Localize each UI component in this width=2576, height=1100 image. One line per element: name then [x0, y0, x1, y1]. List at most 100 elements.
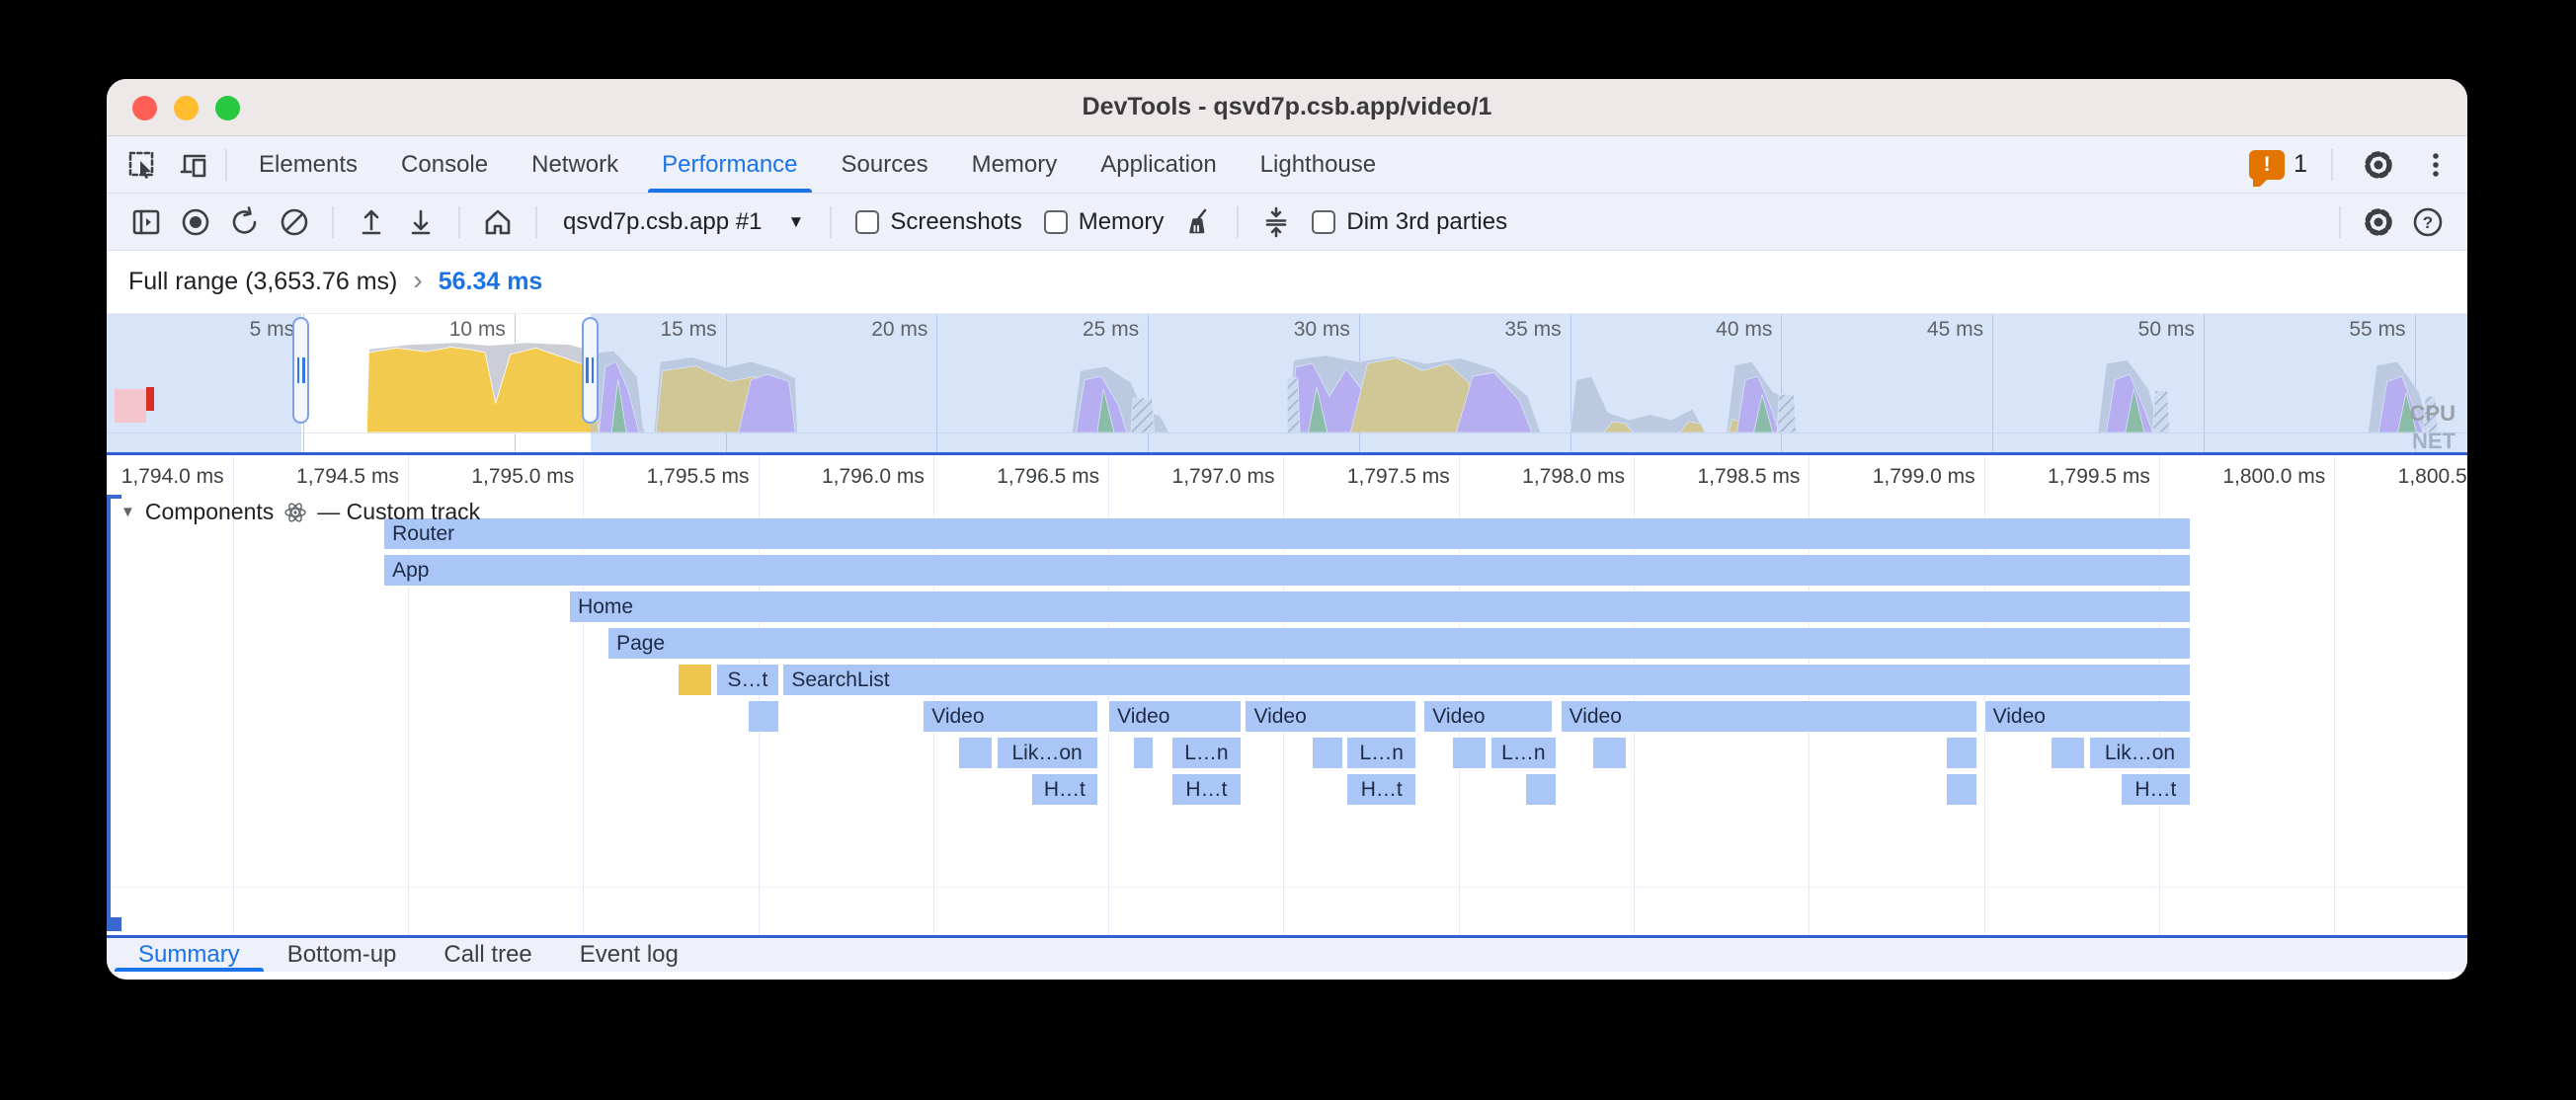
close-button[interactable] — [132, 96, 157, 120]
flame-bar[interactable] — [677, 664, 713, 696]
toggle-sidebar-icon[interactable] — [124, 200, 168, 244]
download-profile-icon[interactable] — [399, 200, 443, 244]
flame-bar-app[interactable]: App — [383, 554, 2191, 587]
separator — [2339, 205, 2341, 238]
bottom-tab-call-tree[interactable]: Call tree — [443, 941, 532, 968]
inspect-element-icon[interactable] — [121, 143, 164, 187]
selection-handle-right[interactable] — [581, 317, 599, 424]
separator — [830, 205, 833, 238]
overview-gridline — [2203, 314, 2205, 452]
flame-chart: Router App Home Page S…t SearchList Video Video… — [107, 517, 2467, 935]
flame-bar-h-t[interactable]: H…t — [2120, 773, 2191, 806]
flame-bar-video[interactable]: Video — [1245, 700, 1417, 733]
flame-bar[interactable] — [1591, 737, 1627, 769]
overview-gridline — [936, 314, 938, 452]
overview-gridline — [1781, 314, 1783, 452]
clear-icon[interactable] — [273, 200, 316, 244]
track-name: Components — [144, 499, 275, 524]
minimize-button[interactable] — [174, 96, 199, 120]
tab-application[interactable]: Application — [1100, 150, 1217, 178]
overview-gridline — [1570, 314, 1571, 452]
flame-bar[interactable] — [1525, 773, 1558, 806]
detail-tick-label: 1,799.5 ms — [2048, 465, 2150, 488]
disclosure-triangle-icon[interactable]: ▼ — [121, 504, 135, 520]
flame-bar-h-t[interactable]: H…t — [1170, 773, 1242, 806]
flame-bar-h-t[interactable]: H…t — [1031, 773, 1098, 806]
tab-sources[interactable]: Sources — [841, 150, 928, 178]
zoom-button[interactable] — [215, 96, 240, 120]
breadcrumb-marker — [115, 389, 146, 423]
help-icon[interactable]: ? — [2406, 200, 2450, 244]
tab-lighthouse[interactable]: Lighthouse — [1259, 150, 1377, 178]
overview-tick-label: 45 ms — [1926, 318, 1984, 341]
tab-console[interactable]: Console — [401, 150, 489, 178]
settings-gear-icon[interactable] — [2357, 143, 2400, 187]
tab-performance[interactable]: Performance — [640, 136, 819, 193]
net-track: NET — [107, 429, 2467, 452]
overview-tick-label: 10 ms — [448, 318, 506, 341]
tab-network[interactable]: Network — [531, 150, 619, 178]
reload-record-icon[interactable] — [223, 200, 267, 244]
flame-bar-video[interactable]: Video — [923, 700, 1098, 733]
flame-bar-lik-on[interactable]: Lik…on — [2089, 737, 2191, 769]
device-toolbar-icon[interactable] — [172, 143, 215, 187]
overview-tick-label: 15 ms — [660, 318, 717, 341]
home-icon[interactable] — [476, 200, 520, 244]
flame-bar-h-t[interactable]: H…t — [1346, 773, 1417, 806]
bottom-tab-event-log[interactable]: Event log — [579, 941, 679, 968]
kebab-menu-icon[interactable] — [2414, 143, 2457, 187]
flame-chart-panel[interactable]: ▼ Components — Custom track Router App Hom… — [107, 455, 2467, 935]
flame-bar[interactable] — [1945, 737, 1977, 769]
flame-bar-l-n[interactable]: L…n — [1346, 737, 1417, 769]
traffic-lights — [132, 96, 240, 120]
garbage-collect-brush-icon[interactable] — [1177, 200, 1221, 244]
flame-bar-video[interactable]: Video — [1983, 700, 2191, 733]
flame-bar-s-t[interactable]: S…t — [716, 664, 779, 696]
flame-bar-lik-on[interactable]: Lik…on — [996, 737, 1098, 769]
capture-settings-gear-icon[interactable] — [2357, 200, 2400, 244]
issues-button[interactable]: ! 1 — [2249, 149, 2307, 187]
bottom-tab-bottom-up[interactable]: Bottom-up — [286, 941, 397, 968]
flame-bar-l-n[interactable]: L…n — [1170, 737, 1242, 769]
flame-bar-video[interactable]: Video — [1560, 700, 1977, 733]
memory-checkbox[interactable]: Memory — [1036, 208, 1172, 236]
issues-count: 1 — [2294, 150, 2307, 178]
upload-profile-icon[interactable] — [350, 200, 393, 244]
flame-bar[interactable] — [2051, 737, 2086, 769]
collapse-icon[interactable] — [1254, 200, 1298, 244]
dim-3rd-parties-checkbox[interactable]: Dim 3rd parties — [1304, 208, 1515, 236]
flame-bar[interactable] — [1132, 737, 1155, 769]
timeline-overview[interactable]: CPU NET 5 ms 10 ms 15 ms 20 ms 25 ms 30 ms 35 … — [107, 314, 2467, 452]
flame-bar-video[interactable]: Video — [1108, 700, 1242, 733]
separator — [535, 205, 537, 238]
net-track-label: NET — [2412, 429, 2455, 452]
bottom-tab-summary[interactable]: Summary — [115, 938, 264, 972]
flame-bar-searchlist[interactable]: SearchList — [782, 664, 2191, 696]
track-focus-bracket — [107, 495, 111, 931]
record-icon[interactable] — [174, 200, 217, 244]
flame-bar-page[interactable]: Page — [607, 627, 2191, 660]
tab-elements[interactable]: Elements — [259, 150, 359, 178]
breadcrumb-full-range[interactable]: Full range (3,653.76 ms) — [128, 268, 398, 295]
flame-bar-l-n[interactable]: L…n — [1489, 737, 1558, 769]
tab-memory[interactable]: Memory — [971, 150, 1058, 178]
target-selector[interactable]: qsvd7p.csb.app #1 ▼ — [553, 208, 814, 236]
overview-dim-right — [590, 314, 2467, 452]
flame-bar[interactable] — [1311, 737, 1343, 769]
flame-bar-router[interactable]: Router — [383, 517, 2191, 550]
detail-tick-label: 1,799.0 ms — [1872, 465, 1975, 488]
selection-handle-left[interactable] — [292, 317, 310, 424]
track-header[interactable]: ▼ Components — Custom track — [121, 499, 480, 525]
screenshots-checkbox[interactable]: Screenshots — [847, 208, 1029, 236]
flame-bar[interactable] — [1451, 737, 1488, 769]
breadcrumb-selected-range[interactable]: 56.34 ms — [438, 268, 543, 295]
overview-dim-left — [107, 314, 302, 452]
flame-bar-video[interactable]: Video — [1423, 700, 1554, 733]
flame-bar[interactable] — [1945, 773, 1977, 806]
flame-bar[interactable] — [957, 737, 994, 769]
long-task-marker — [146, 387, 154, 411]
flame-bar[interactable] — [747, 700, 779, 733]
flame-bar-home[interactable]: Home — [569, 590, 2191, 623]
track-bottom-divider — [107, 887, 2467, 888]
